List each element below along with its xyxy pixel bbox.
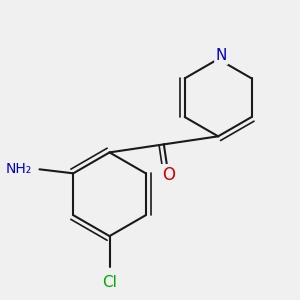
Text: Cl: Cl bbox=[102, 275, 117, 290]
Text: O: O bbox=[162, 166, 175, 184]
Text: N: N bbox=[216, 48, 227, 63]
Text: NH₂: NH₂ bbox=[5, 162, 32, 176]
